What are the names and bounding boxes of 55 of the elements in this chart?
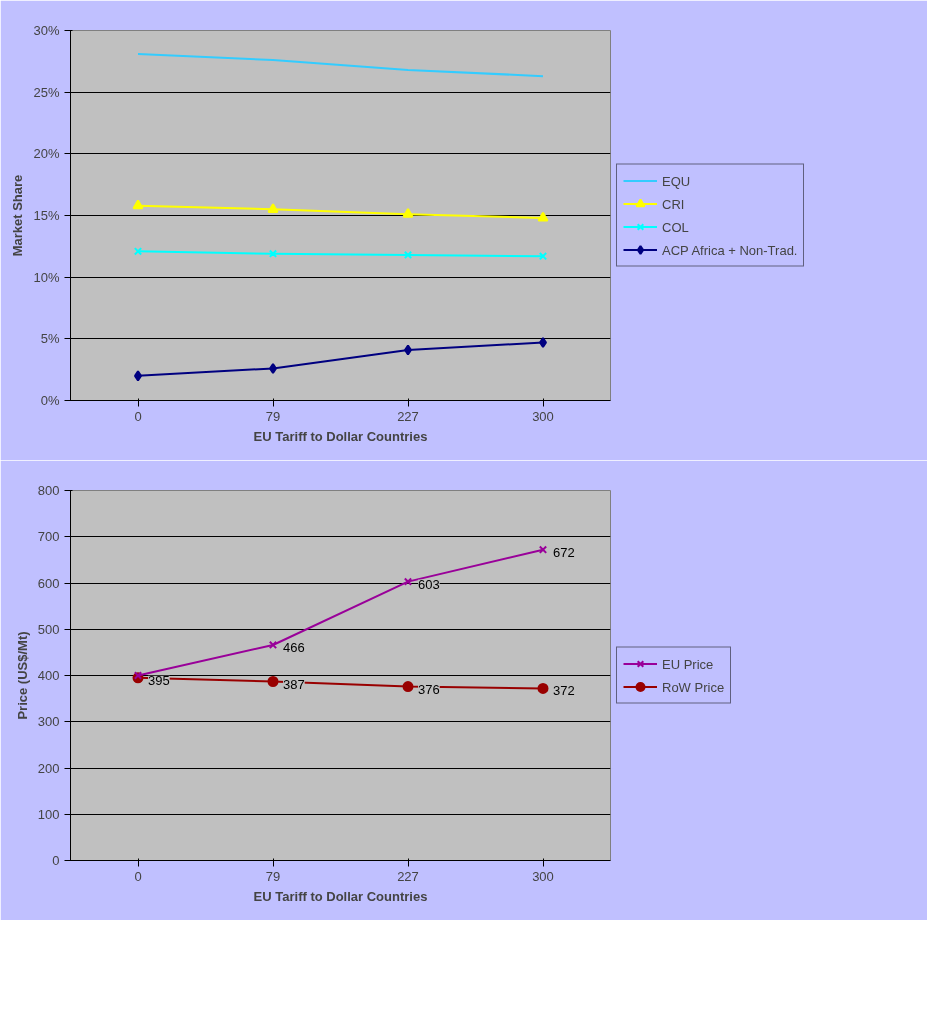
line-series	[137, 52, 544, 78]
data-label: 395	[148, 672, 170, 688]
y-tick-label: 5%	[40, 331, 60, 347]
x-tick-label: 79	[265, 408, 281, 424]
y-axis-title: Market Share	[10, 174, 26, 257]
legend-label: COL	[662, 219, 689, 234]
y-tick-label: 600	[37, 575, 60, 591]
x-tick-label: 0	[134, 408, 142, 424]
data-label: 372	[553, 683, 575, 699]
data-label: 672	[553, 544, 575, 560]
point	[402, 208, 414, 218]
x-axis-title: EU Tariff to Dollar Countries	[253, 428, 428, 444]
legend-label: RoW Price	[662, 679, 725, 694]
x-tick-label: 300	[532, 408, 554, 424]
point	[268, 640, 278, 650]
y-tick-label: 400	[37, 668, 60, 683]
point	[537, 682, 549, 694]
y-tick-label: 700	[37, 529, 60, 545]
x-axis-title: EU Tariff to Dollar Countries	[253, 888, 428, 904]
data-label: 387	[283, 676, 305, 692]
legend-label: EU Price	[662, 656, 714, 671]
y-axis-title: Price (US$/Mt)	[14, 631, 30, 720]
point	[267, 203, 279, 213]
x-tick-label: 79	[265, 868, 281, 884]
point	[132, 199, 144, 210]
y-tick-label: 0	[52, 853, 60, 868]
legend-label: CRI	[662, 196, 685, 211]
y-tick-label: 500	[37, 621, 60, 637]
data-label: 603	[418, 576, 440, 592]
y-tick-label: 25%	[33, 84, 60, 100]
point	[133, 247, 143, 256]
y-tick-label: 10%	[33, 269, 60, 285]
y-tick-label: 20%	[33, 146, 60, 162]
x-tick-label: 300	[532, 868, 554, 884]
data-label: 466	[283, 639, 305, 655]
point	[402, 681, 414, 693]
y-tick-label: 15%	[33, 208, 60, 223]
point	[403, 250, 413, 260]
point	[537, 211, 549, 222]
y-tick-label: 30%	[33, 23, 60, 38]
point	[538, 545, 548, 554]
data-label: 376	[418, 681, 440, 697]
x-tick-label: 0	[134, 868, 142, 884]
y-tick-label: 200	[37, 760, 60, 776]
point	[538, 252, 548, 261]
legend-label: EQU	[662, 173, 691, 188]
point	[268, 249, 278, 258]
point	[267, 676, 279, 687]
y-tick-label: 800	[37, 483, 60, 498]
legend-label: ACP Africa + Non-Trad.	[662, 242, 798, 257]
x-tick-label: 227	[397, 408, 419, 424]
y-tick-label: 300	[37, 714, 60, 730]
y-tick-label: 100	[37, 806, 60, 822]
y-tick-label: 0%	[40, 393, 60, 408]
x-tick-label: 227	[397, 868, 419, 884]
